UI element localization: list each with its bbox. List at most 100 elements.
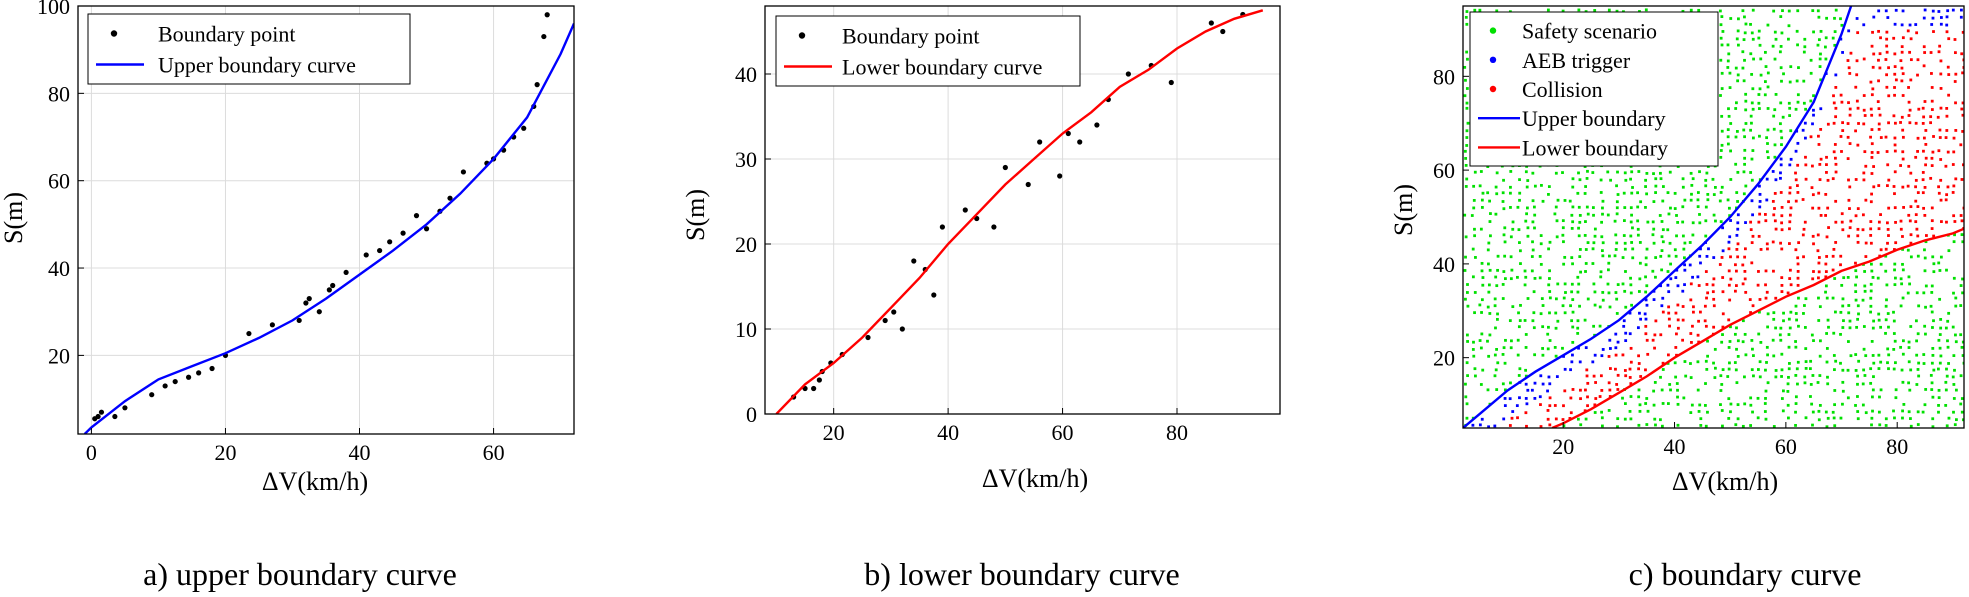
scenario-point	[1923, 269, 1927, 273]
scenario-point	[1794, 312, 1798, 315]
scenario-point	[1728, 86, 1732, 89]
legend-marker	[110, 30, 118, 37]
scenario-point	[1653, 346, 1656, 350]
scenario-point	[1786, 291, 1790, 295]
scenario-point	[1764, 417, 1768, 421]
scenario-point	[1810, 186, 1814, 190]
scenario-point	[1554, 297, 1558, 301]
scenario-point	[1637, 290, 1641, 293]
scenario-point	[1885, 50, 1889, 54]
scenario-point	[1892, 347, 1896, 351]
scenario-point	[1809, 58, 1813, 62]
scenario-point	[1750, 339, 1754, 342]
scenario-point	[1681, 318, 1685, 322]
scenario-point	[1473, 170, 1477, 174]
scenario-point	[1892, 310, 1895, 314]
scenario-point	[1803, 304, 1806, 307]
scenario-point	[1909, 417, 1912, 420]
scenario-point	[1571, 262, 1574, 266]
scenario-point	[1697, 410, 1701, 413]
scenario-point	[1900, 23, 1904, 27]
scenario-point	[1959, 8, 1963, 12]
scenario-point	[1857, 312, 1860, 316]
scenario-point	[1743, 135, 1746, 139]
scenario-point	[1954, 51, 1957, 55]
scenario-point	[1869, 80, 1873, 84]
scenario-point	[1916, 410, 1920, 414]
scenario-point	[1718, 263, 1722, 266]
scenario-point	[1841, 228, 1845, 232]
scenario-point	[1750, 72, 1754, 76]
scenario-point	[1751, 347, 1754, 351]
scenario-point	[1872, 319, 1876, 323]
boundary-curve	[1463, 6, 1853, 428]
scenario-point	[1824, 284, 1828, 288]
scenario-point	[1787, 101, 1791, 105]
scenario-point	[1744, 290, 1748, 294]
scenario-point	[1750, 261, 1754, 265]
scenario-point	[1631, 256, 1635, 260]
legend-marker	[1489, 27, 1497, 34]
scenario-point	[1938, 297, 1942, 301]
scenario-point	[1840, 150, 1843, 153]
scenario-point	[1749, 128, 1753, 132]
scenario-point	[1893, 65, 1897, 68]
scenario-point	[1629, 395, 1633, 398]
x-tick-label: 80	[1886, 434, 1908, 459]
scenario-point	[1824, 36, 1828, 40]
scenario-point	[1546, 332, 1550, 336]
scenario-point	[1583, 192, 1587, 195]
scenario-point	[1704, 424, 1708, 428]
scenario-point	[1834, 170, 1838, 174]
scenario-point	[1930, 108, 1934, 111]
scenario-point	[1548, 290, 1552, 293]
scenario-point	[1951, 325, 1955, 329]
scenario-point	[1553, 212, 1557, 216]
scenario-point	[1539, 242, 1543, 246]
scenario-point	[1855, 99, 1859, 103]
scenario-point	[1481, 368, 1485, 372]
scenario-point	[1546, 347, 1550, 351]
scenario-point	[1690, 183, 1694, 187]
scenario-point	[1894, 121, 1897, 125]
scenario-point	[1734, 368, 1738, 372]
scenario-point	[1742, 38, 1746, 42]
scenario-point	[1870, 128, 1874, 131]
scenario-point	[1472, 206, 1476, 210]
scenario-point	[1598, 395, 1602, 398]
scenario-point	[1570, 282, 1574, 286]
scenario-point	[1826, 122, 1830, 126]
scenario-point	[1885, 73, 1889, 77]
scenario-point	[1660, 304, 1664, 308]
scenario-point	[1585, 177, 1589, 180]
scenario-point	[1916, 191, 1920, 195]
scenario-point	[1811, 423, 1814, 427]
scenario-point	[1930, 23, 1934, 26]
scenario-point	[1901, 416, 1904, 420]
scenario-point	[1788, 362, 1791, 365]
scenario-point	[1854, 178, 1858, 181]
scenario-point	[1645, 247, 1649, 251]
scenario-point	[1466, 333, 1469, 337]
scenario-point	[1825, 347, 1829, 350]
scenario-point	[1961, 130, 1964, 133]
scenario-point	[1606, 170, 1610, 174]
scenario-point	[1749, 311, 1752, 314]
scenario-point	[1954, 72, 1958, 76]
scenario-point	[1653, 381, 1657, 384]
scenario-point	[1645, 303, 1649, 307]
scenario-point	[1666, 283, 1670, 287]
scenario-point	[1939, 59, 1943, 63]
scenario-point	[1494, 185, 1498, 189]
scenario-point	[1886, 361, 1889, 365]
scenario-point	[1787, 416, 1790, 420]
scenario-point	[1900, 66, 1904, 70]
scenario-point	[1729, 17, 1733, 20]
scenario-point	[1736, 170, 1740, 174]
scenario-point	[1735, 284, 1738, 287]
scenario-point	[1538, 276, 1542, 280]
scenario-point	[1600, 249, 1604, 253]
scenario-point	[1886, 184, 1889, 188]
scenario-point	[1629, 276, 1632, 280]
scenario-point	[1856, 227, 1860, 231]
